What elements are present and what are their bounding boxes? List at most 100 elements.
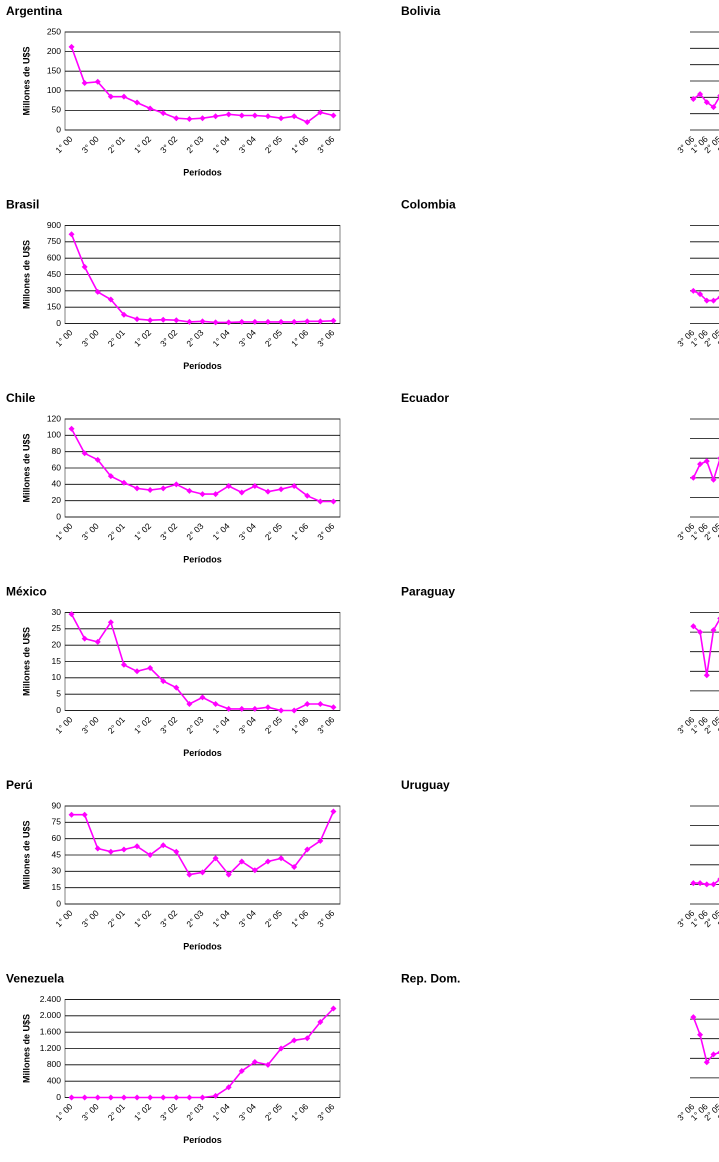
x-tick-label: 1° 00 <box>53 714 74 735</box>
data-point <box>81 811 88 818</box>
x-tick-label: 1° 06 <box>289 521 310 542</box>
data-point <box>264 1061 271 1068</box>
y-tick-label: 45 <box>52 849 62 859</box>
x-tick-label: 3° 00 <box>80 327 101 348</box>
y-tick-label: 20 <box>52 639 62 649</box>
y-tick-label: 40 <box>52 479 62 489</box>
country-chart: Colombia0510152025301° 003° 002° 011° 02… <box>401 198 719 349</box>
x-tick-label: 2° 03 <box>184 521 205 542</box>
data-point <box>291 1037 298 1044</box>
data-point <box>264 318 271 325</box>
chart-title: Rep. Dom. <box>401 972 460 986</box>
y-tick-label: 0 <box>56 1092 61 1102</box>
y-tick-label: 30 <box>52 866 62 876</box>
data-point <box>173 684 180 691</box>
data-point <box>317 498 324 505</box>
data-line <box>692 1016 719 1064</box>
data-point <box>225 1084 232 1091</box>
data-point <box>107 473 114 480</box>
x-tick-label: 2° 03 <box>184 1101 205 1122</box>
x-tick-label: 1° 06 <box>289 714 310 735</box>
data-point <box>186 116 193 123</box>
chart-title: México <box>6 585 47 599</box>
data-point <box>107 619 114 626</box>
data-point <box>317 109 324 116</box>
data-point <box>199 869 206 876</box>
x-axis-label: Períodos <box>183 361 222 371</box>
y-axis-label: Millones de U$S <box>21 627 31 696</box>
data-point <box>697 1031 704 1038</box>
x-tick-label: 1° 02 <box>132 521 153 542</box>
data-point <box>120 1094 127 1101</box>
y-tick-label: 900 <box>47 220 61 230</box>
data-point <box>173 1094 180 1101</box>
data-point <box>68 1094 75 1101</box>
data-point <box>160 678 167 685</box>
data-point <box>710 104 717 111</box>
data-point <box>238 858 245 865</box>
data-line <box>692 459 719 483</box>
x-tick-label: 3° 04 <box>237 714 258 735</box>
country-chart: Brasil 0 150 300 450 600 750 900 1° 00 3° 00 2° 01… <box>6 198 341 371</box>
data-point <box>173 317 180 324</box>
x-tick-label: 2° 03 <box>184 908 205 929</box>
data-point <box>107 93 114 100</box>
data-point <box>147 105 154 112</box>
data-line <box>693 290 719 302</box>
x-axis-label: Períodos <box>183 941 222 951</box>
data-point <box>238 1067 245 1074</box>
data-point <box>199 115 206 122</box>
y-tick-label: 2.000 <box>40 1010 62 1020</box>
y-tick-label: 100 <box>47 430 61 440</box>
data-point <box>173 115 180 122</box>
data-point <box>199 1094 206 1101</box>
data-point <box>68 231 75 238</box>
data-point <box>107 848 114 855</box>
y-tick-label: 15 <box>52 656 62 666</box>
data-point <box>120 661 127 668</box>
x-tick-label: 1° 04 <box>211 521 232 542</box>
data-line <box>692 93 719 109</box>
data-point <box>690 880 697 887</box>
y-tick-label: 2.400 <box>40 994 62 1004</box>
x-tick-label: 1° 06 <box>289 908 310 929</box>
data-point <box>81 1094 88 1101</box>
country-chart: Bolivia0510152025301° 003° 002° 011° 023… <box>401 4 719 155</box>
x-tick-label: 2° 05 <box>263 714 284 735</box>
country-chart: Ecuador0204060801001° 003° 002° 011° 023… <box>401 391 719 542</box>
y-axis-label: Millones de U$S <box>21 820 31 889</box>
data-line <box>693 879 719 886</box>
data-point <box>304 846 311 853</box>
x-tick-label: 1° 00 <box>53 521 74 542</box>
data-point <box>690 1014 697 1021</box>
data-point <box>278 707 285 714</box>
data-point <box>212 319 219 326</box>
y-tick-label: 0 <box>56 318 61 328</box>
x-tick-label: 2° 05 <box>263 327 284 348</box>
x-tick-label: 1° 00 <box>53 327 74 348</box>
country-chart: Venezuela 0 400 800 1.200 1.600 2.000 2.400 1° 0… <box>6 972 341 1145</box>
x-tick-label: 3° 06 <box>315 327 336 348</box>
y-tick-label: 50 <box>52 105 62 115</box>
data-point <box>264 113 271 120</box>
data-point <box>703 672 710 679</box>
data-point <box>81 450 88 457</box>
data-point <box>147 665 154 672</box>
country-chart: Paraguay05101520251° 003° 002° 011° 023°… <box>401 585 719 736</box>
data-point <box>68 811 75 818</box>
x-tick-label: 3° 06 <box>315 134 336 155</box>
data-point <box>225 705 232 712</box>
data-point <box>238 705 245 712</box>
chart-title: Chile <box>6 391 36 405</box>
x-tick-label: 1° 02 <box>132 908 153 929</box>
country-chart: Uruguay015304560751° 003° 002° 011° 023°… <box>401 778 719 929</box>
data-point <box>107 1094 114 1101</box>
data-point <box>304 119 311 126</box>
data-point <box>690 474 697 481</box>
data-point <box>120 479 127 486</box>
data-point <box>251 112 258 119</box>
x-axis-label: Períodos <box>183 1135 222 1145</box>
data-point <box>94 456 101 463</box>
